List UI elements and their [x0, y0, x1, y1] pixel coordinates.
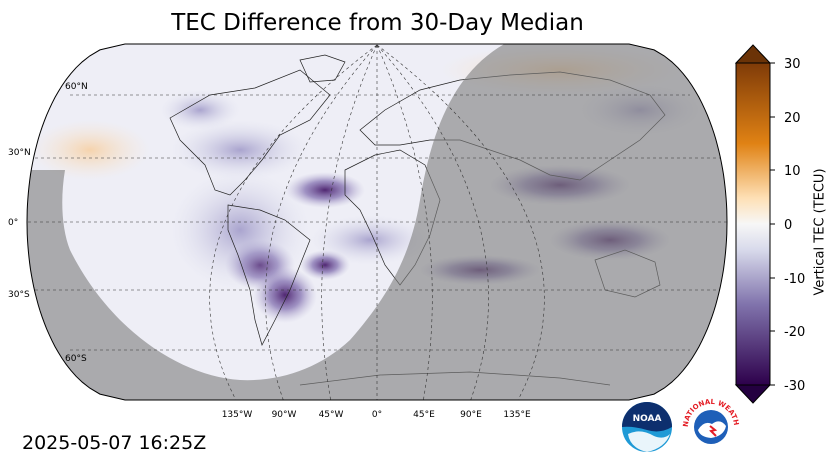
lon-label-0: 0° [372, 410, 382, 420]
colorbar-tick-neg10: -10 [784, 272, 805, 287]
lon-label-90w: 90°W [272, 410, 297, 420]
colorbar-tick-neg30: -30 [784, 379, 805, 394]
noaa-logo: NOAA [622, 402, 672, 452]
map-border [26, 43, 728, 401]
night-shade [27, 44, 727, 400]
lat-label-30s: 30°S [8, 290, 30, 300]
lon-label-45e: 45°E [413, 410, 435, 420]
lat-label-60s: 60°S [65, 354, 87, 364]
colorbar-tick-neg20: -20 [784, 325, 805, 340]
colorbar-tick-10: 10 [784, 164, 801, 179]
noaa-logo-text: NOAA [633, 414, 662, 424]
colorbar-ticks: 30 20 10 0 -10 -20 -30 [770, 57, 805, 394]
timestamp: 2025-05-07 16:25Z [22, 432, 207, 454]
colorbar-bottom-extend [734, 384, 772, 404]
lon-label-90e: 90°E [460, 410, 482, 420]
lat-label-30n: 30°N [8, 148, 31, 158]
graticule [28, 44, 727, 400]
colorbar-top-extend [734, 44, 772, 64]
colorbar-label: Vertical TEC (TECU) [812, 168, 828, 296]
colorbar-tick-30: 30 [784, 57, 801, 72]
colorbar-body [735, 62, 771, 386]
latitude-labels: 60°N 30°N 0° 30°S 60°S [8, 82, 88, 364]
colorbar-tick-20: 20 [784, 111, 801, 126]
longitude-labels: 135°W 90°W 45°W 0° 45°E 90°E 135°E [222, 410, 531, 420]
lon-label-45w: 45°W [319, 410, 344, 420]
lon-label-135e: 135°E [503, 410, 531, 420]
colorbar-tick-0: 0 [784, 218, 792, 233]
nws-logo: NATIONAL WEATHER SERVICE [680, 396, 741, 457]
lat-label-0: 0° [8, 218, 18, 228]
lon-label-135w: 135°W [222, 410, 253, 420]
colorbar: 30 20 10 0 -10 -20 -30 [734, 44, 805, 404]
chart-title: TEC Difference from 30-Day Median [171, 10, 584, 36]
map-globe [27, 44, 727, 400]
lat-label-60n: 60°N [65, 82, 88, 92]
